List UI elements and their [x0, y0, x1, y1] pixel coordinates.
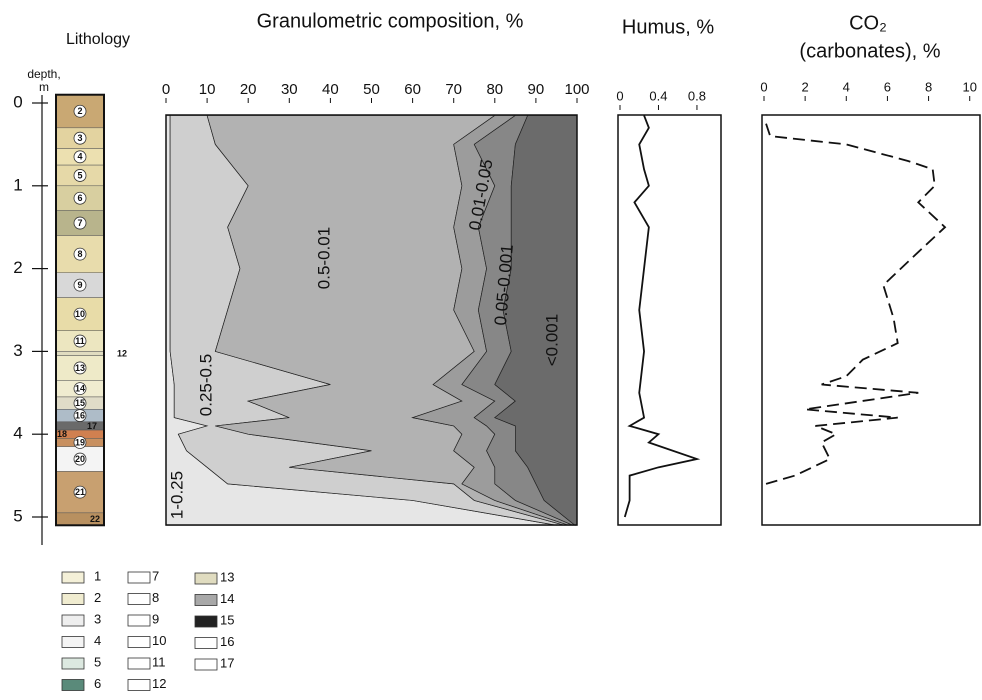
legend-label: 13 [220, 569, 234, 584]
y-tick-label: 1 [13, 175, 22, 194]
legend-label: 4 [94, 633, 101, 648]
x-tick-label: 70 [445, 81, 462, 98]
x-tick-label: 10 [199, 81, 216, 98]
layer-label: 18 [57, 429, 67, 439]
legend-label: 2 [94, 590, 101, 605]
x-tick-label: 80 [486, 81, 503, 98]
legend-swatch [128, 572, 150, 583]
legend-swatch [195, 616, 217, 627]
legend-swatch [128, 637, 150, 648]
plot-frame [618, 115, 721, 525]
x-tick-label: 50 [363, 81, 380, 98]
x-tick-label: 30 [281, 81, 298, 98]
legend-label: 15 [220, 612, 234, 627]
layer-label: 11 [75, 336, 85, 346]
layer-label: 7 [77, 218, 82, 228]
series-label: 0.25-0.5 [196, 354, 215, 416]
x-tick-label: 4 [843, 79, 850, 94]
legend-swatch [128, 680, 150, 691]
x-tick-label: 10 [962, 79, 976, 94]
layer-label: 14 [75, 384, 85, 394]
layer-label: 4 [77, 152, 82, 162]
y-tick-label: 2 [13, 258, 22, 277]
series-label: 0.5-0.01 [314, 227, 333, 289]
series-label: 1-0.25 [167, 471, 186, 519]
x-tick-label: 6 [884, 79, 891, 94]
chart-title: (carbonates), % [799, 40, 940, 62]
x-tick-label: 90 [528, 81, 545, 98]
legend-label: 1 [94, 568, 101, 583]
layer-label: 2 [77, 106, 82, 116]
layer-label: 19 [75, 437, 85, 447]
y-tick-label: 3 [13, 341, 22, 360]
legend-swatch [195, 638, 217, 649]
y-tick-label: 5 [13, 506, 22, 525]
y-axis-label: depth, [27, 67, 60, 81]
legend-label: 12 [152, 676, 166, 691]
legend-swatch [195, 659, 217, 670]
layer [56, 351, 104, 355]
layer-label: 6 [77, 193, 82, 203]
layer-label: 16 [75, 410, 85, 420]
layer-label: 21 [75, 487, 85, 497]
layer-label: 3 [77, 133, 82, 143]
layer-label: 12 [117, 348, 127, 358]
layer-label: 9 [77, 280, 82, 290]
layer-label: 22 [90, 514, 100, 524]
layer-label: 8 [77, 249, 82, 259]
x-tick-label: 40 [322, 81, 339, 98]
x-tick-label: 8 [925, 79, 932, 94]
y-tick-label: 4 [13, 424, 22, 443]
legend-swatch [128, 615, 150, 626]
legend-label: 11 [152, 654, 166, 669]
legend-label: 6 [94, 676, 101, 691]
x-tick-label: 60 [404, 81, 421, 98]
y-tick-label: 0 [13, 92, 22, 111]
x-tick-label: 0 [616, 88, 623, 103]
legend-label: 7 [152, 568, 159, 583]
legend-swatch [62, 680, 84, 691]
x-tick-label: 2 [802, 79, 809, 94]
legend-label: 10 [152, 633, 166, 648]
y-axis-label: m [39, 80, 49, 94]
x-tick-label: 0.8 [688, 88, 706, 103]
x-tick-label: 0 [162, 81, 170, 98]
legend-swatch [62, 594, 84, 605]
line [766, 124, 945, 513]
legend-label: 17 [220, 655, 234, 670]
legend-label: 14 [220, 591, 234, 606]
line [625, 115, 697, 517]
legend-label: 3 [94, 611, 101, 626]
x-tick-label: 0 [760, 79, 767, 94]
legend-label: 9 [152, 611, 159, 626]
x-tick-label: 100 [564, 81, 589, 98]
layer-label: 13 [75, 363, 85, 373]
x-tick-label: 20 [240, 81, 257, 98]
legend-swatch [128, 658, 150, 669]
legend-swatch [195, 573, 217, 584]
legend-swatch [62, 572, 84, 583]
layer-label: 5 [77, 170, 82, 180]
plot-frame [762, 115, 980, 525]
legend-swatch [62, 637, 84, 648]
layer-label: 17 [87, 421, 97, 431]
chart-title: CO₂ [849, 12, 887, 34]
legend-label: 5 [94, 654, 101, 669]
figure: Lithology depth, m Granulometric composi… [0, 0, 982, 700]
legend-swatch [62, 658, 84, 669]
legend-swatch [195, 595, 217, 606]
series-label: <0.001 [542, 314, 561, 366]
legend-label: 16 [220, 634, 234, 649]
x-tick-label: 0.4 [649, 88, 667, 103]
lithology-title: Lithology [66, 31, 130, 48]
chart-title: Humus, % [622, 16, 714, 38]
layer-label: 20 [75, 454, 85, 464]
legend-swatch [128, 594, 150, 605]
legend-label: 8 [152, 590, 159, 605]
layer-label: 10 [75, 309, 85, 319]
layer-label: 15 [75, 398, 85, 408]
chart-title: Granulometric composition, % [257, 10, 524, 32]
legend-swatch [62, 615, 84, 626]
